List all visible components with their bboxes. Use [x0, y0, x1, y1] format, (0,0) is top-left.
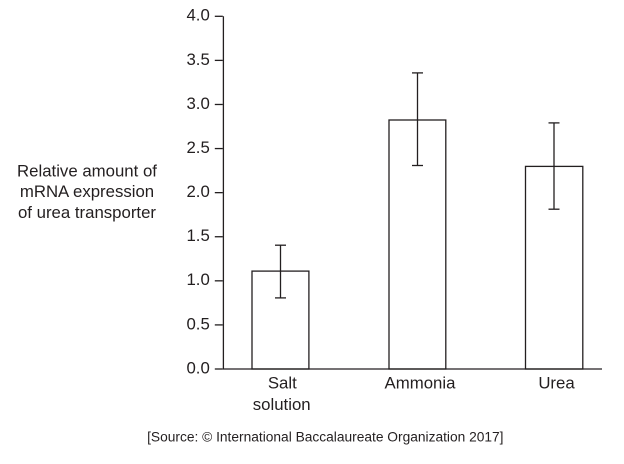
svg-text:of urea transporter: of urea transporter [18, 203, 156, 222]
svg-text:4.0: 4.0 [186, 6, 209, 25]
svg-text:solution: solution [253, 395, 311, 414]
svg-text:2.0: 2.0 [186, 182, 209, 201]
svg-text:mRNA expression: mRNA expression [20, 182, 154, 201]
svg-text:1.0: 1.0 [186, 270, 209, 289]
svg-text:Salt: Salt [268, 374, 297, 393]
svg-text:0.0: 0.0 [186, 358, 209, 377]
svg-text:3.0: 3.0 [186, 94, 209, 113]
svg-text:0.5: 0.5 [186, 314, 209, 333]
svg-text:3.5: 3.5 [186, 50, 209, 69]
svg-text:[Source: © International Bacca: [Source: © International Baccalaureate O… [147, 430, 503, 445]
svg-text:Relative amount of: Relative amount of [17, 162, 157, 181]
svg-text:1.5: 1.5 [186, 226, 209, 245]
svg-text:2.5: 2.5 [186, 138, 209, 157]
svg-text:Urea: Urea [538, 374, 575, 393]
svg-text:Ammonia: Ammonia [385, 374, 457, 393]
